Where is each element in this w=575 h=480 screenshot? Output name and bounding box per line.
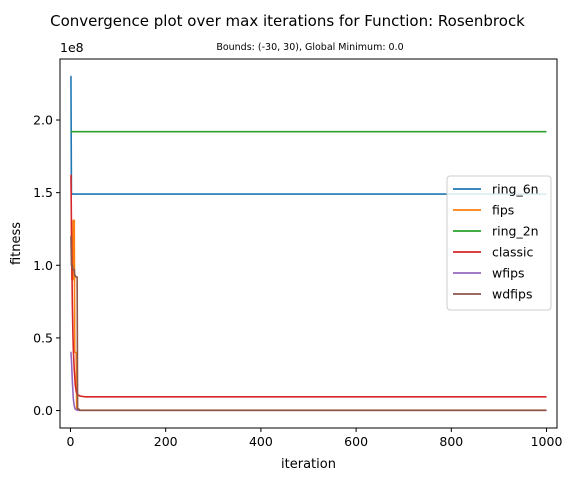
legend-label-ring_6n: ring_6n — [492, 182, 539, 197]
legend-label-ring_2n: ring_2n — [492, 224, 539, 239]
series-line-classic — [70, 174, 547, 398]
x-tick-label: 600 — [344, 434, 368, 449]
legend-label-fips: fips — [492, 203, 514, 218]
series-layer — [70, 75, 547, 412]
y-tick-label: 1.0 — [33, 258, 53, 273]
y-tick-label: 0.5 — [33, 330, 53, 345]
y-axis-label: fitness — [9, 222, 24, 265]
series-line-wdfips — [70, 235, 547, 412]
x-tick-label: 400 — [249, 434, 273, 449]
y-axis: 0.0 0.5 1.0 1.5 2.0 — [33, 113, 60, 418]
x-tick-label: 0 — [66, 434, 74, 449]
legend-label-wdfips: wdfips — [492, 287, 532, 302]
y-tick-label: 1.5 — [33, 185, 53, 200]
legend-label-wfips: wfips — [492, 266, 525, 281]
x-axis: 0 200 400 600 800 1000 — [66, 428, 562, 449]
x-axis-label: iteration — [281, 457, 336, 472]
chart-subtitle: Bounds: (-30, 30), Global Minimum: 0.0 — [216, 42, 403, 53]
plot-frame — [59, 58, 558, 429]
x-tick-label: 200 — [154, 434, 178, 449]
x-tick-label: 800 — [439, 434, 463, 449]
chart-title: Convergence plot over max iterations for… — [50, 12, 525, 30]
series-line-wfips — [70, 351, 547, 412]
y-tick-label: 2.0 — [33, 113, 53, 128]
legend-label-classic: classic — [492, 245, 534, 260]
x-tick-label: 1000 — [531, 434, 563, 449]
y-tick-label: 0.0 — [33, 403, 53, 418]
y-offset-label: 1e8 — [60, 40, 84, 55]
